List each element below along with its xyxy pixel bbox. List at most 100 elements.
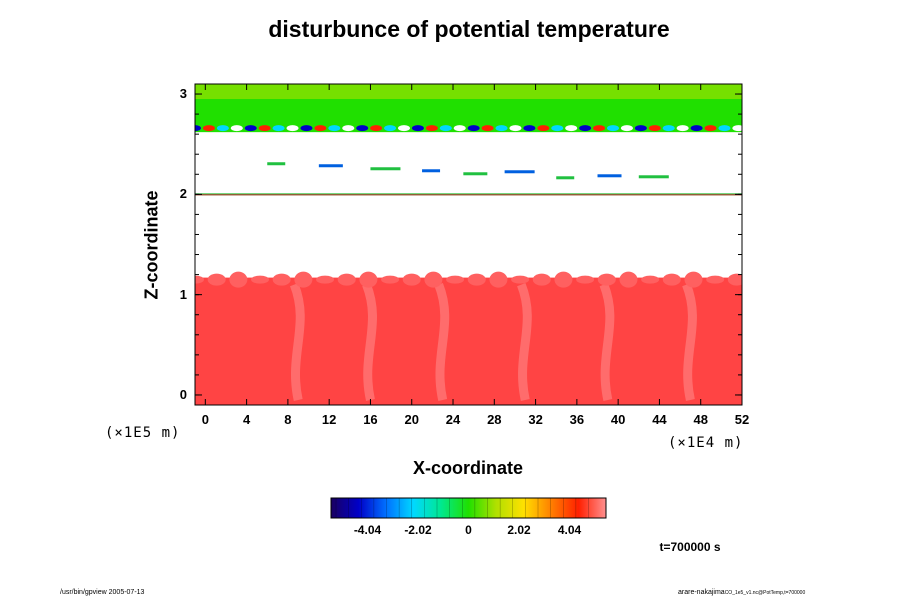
edge-eddy — [439, 125, 452, 132]
colorbar-tick-label: -2.02 — [404, 523, 432, 537]
edge-eddy — [453, 125, 466, 132]
layer-top-bump — [662, 273, 681, 286]
x-tick-label: 40 — [610, 412, 626, 427]
layer-top-bump — [619, 271, 638, 288]
edge-eddy — [370, 125, 383, 132]
footer-right-small: CO_1e5_v1.nc@PotTemp,t=700000 — [724, 590, 806, 596]
edge-eddy — [648, 125, 661, 132]
x-tick-label: 16 — [363, 412, 378, 427]
plume-streak — [517, 282, 532, 401]
x-tick-label: 28 — [487, 412, 502, 427]
sparse-patch — [463, 172, 488, 176]
edge-eddy — [230, 125, 243, 132]
layer-top-bump — [446, 275, 465, 284]
y-tick-label: 0 — [179, 386, 187, 402]
edge-eddy — [690, 125, 703, 132]
edge-eddy — [411, 125, 424, 132]
edge-eddy — [216, 125, 229, 132]
x-tick-label: 24 — [445, 412, 461, 427]
sparse-patch — [556, 176, 575, 180]
edge-eddy — [481, 125, 494, 132]
colorbar-tick-label: -4.04 — [353, 523, 382, 537]
layer-top-bump — [511, 275, 530, 284]
x-tick-label: 8 — [284, 412, 292, 427]
y-scale-label: (×1E5 m) — [105, 425, 181, 441]
sparse-patch — [370, 167, 401, 171]
layer-top-bump — [316, 275, 335, 284]
sparse-patch — [504, 170, 535, 174]
sparse-patch — [267, 162, 286, 166]
edge-eddy — [620, 125, 633, 132]
edge-eddy — [356, 125, 369, 132]
layer-top-bump — [532, 273, 551, 286]
sparse-patch — [318, 164, 343, 168]
colorbar-tick-label: 0 — [465, 523, 472, 537]
footer-left: /usr/bin/gpview 2005-07-13 — [60, 589, 145, 596]
plume-streak — [289, 282, 305, 401]
time-label: t=700000 s — [659, 540, 721, 554]
plot-frame — [194, 83, 743, 406]
edge-eddy — [495, 125, 508, 132]
layer-top-bump — [489, 271, 508, 288]
layer-top-bump — [424, 271, 443, 288]
edge-eddy — [244, 125, 257, 132]
edge-eddy — [676, 125, 689, 132]
edge-eddy — [397, 125, 410, 132]
y-tick-label: 3 — [179, 86, 187, 102]
x-tick-label: 44 — [652, 412, 667, 427]
plume-streak — [682, 282, 697, 401]
layer-top-bump — [402, 273, 421, 286]
edge-eddy — [272, 125, 285, 132]
edge-eddy — [509, 125, 522, 132]
x-tick-label: 4 — [242, 412, 251, 427]
layer-top-bump — [554, 271, 573, 288]
layer-top-bump — [727, 273, 742, 286]
edge-eddy — [467, 125, 480, 132]
colorbar-tick-label: 2.02 — [507, 523, 531, 537]
footer-right: arare-nakajimaCO_1e5_v1.nc@PotTemp,t=700… — [678, 589, 805, 596]
layer-top-bump — [597, 273, 616, 286]
y-axis-label: Z-coordinate — [141, 190, 162, 300]
x-tick-label: 32 — [528, 412, 543, 427]
layer-top-bump — [706, 275, 725, 284]
sparse-patch — [638, 175, 669, 179]
axis-ticks — [195, 84, 743, 405]
edge-eddy — [606, 125, 619, 132]
edge-eddy — [342, 125, 355, 132]
edge-eddy — [537, 125, 550, 132]
edge-eddy — [704, 125, 717, 132]
edge-eddy — [384, 125, 397, 132]
lower-layer-region — [195, 277, 742, 405]
layer-top-bump — [467, 273, 486, 286]
layer-top-bump — [684, 271, 703, 288]
edge-eddy — [551, 125, 564, 132]
x-tick-label: 52 — [734, 412, 750, 427]
edge-eddy — [565, 125, 578, 132]
x-tick-label: 48 — [693, 412, 708, 427]
x-tick-label: 12 — [321, 412, 337, 427]
x-tick-label: 36 — [569, 412, 585, 427]
edge-eddy — [300, 125, 313, 132]
layer-top-bump — [576, 275, 595, 284]
plume-streak — [362, 282, 377, 401]
footer-right-main: arare-nakajima — [678, 589, 725, 596]
layer-top-bump — [359, 271, 378, 288]
plume-streak — [599, 282, 615, 401]
x-scale-label: (×1E4 m) — [668, 435, 744, 451]
edge-eddy — [593, 125, 606, 132]
layer-top-bump — [229, 271, 248, 288]
edge-eddy — [258, 125, 271, 132]
layer-top-bump — [641, 275, 660, 284]
chart-title: disturbunce of potential temperature — [268, 16, 670, 42]
x-tick-label: 20 — [404, 412, 419, 427]
layer-top-bump — [381, 275, 400, 284]
edge-eddy — [202, 125, 215, 132]
upper-layer-top — [195, 84, 742, 100]
edge-eddy — [662, 125, 675, 132]
field-layer — [195, 84, 742, 405]
plume-streak — [434, 282, 450, 401]
layer-top-bump — [207, 273, 226, 286]
layer-top-bump — [195, 275, 204, 284]
edge-eddy — [732, 125, 742, 132]
